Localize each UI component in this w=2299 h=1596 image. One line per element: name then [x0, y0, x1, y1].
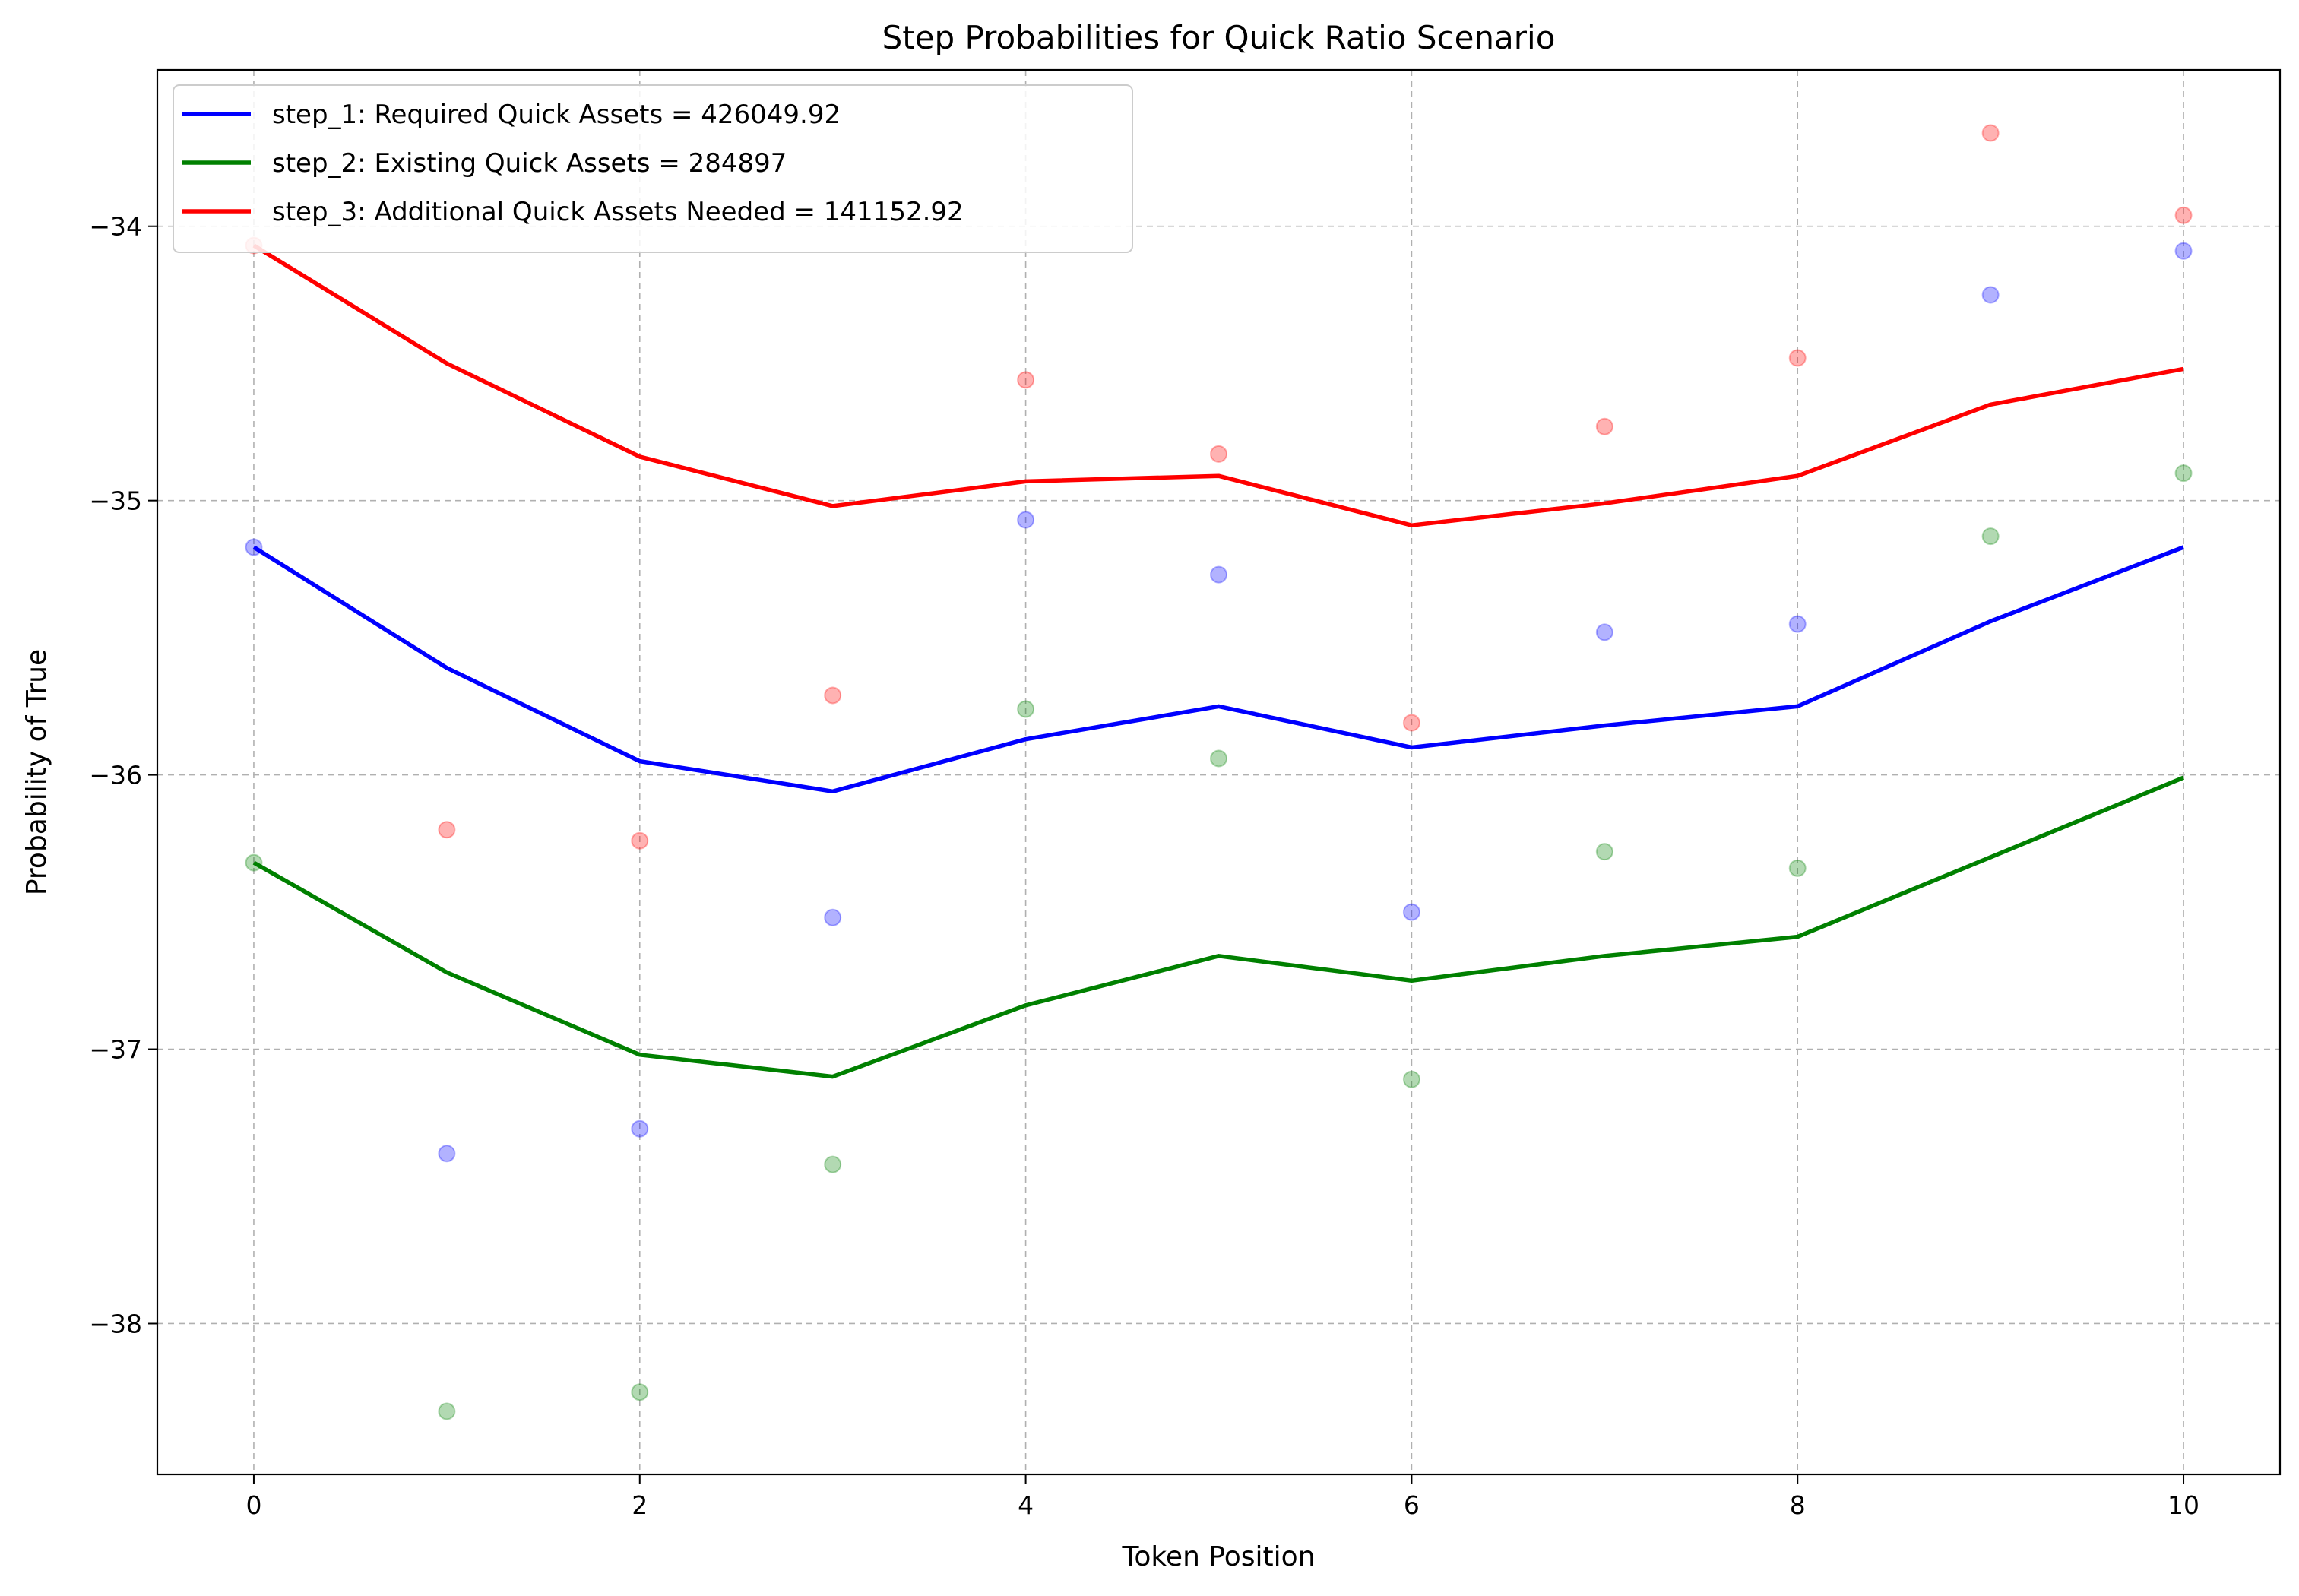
legend-label: step_1: Required Quick Assets = 426049.9… — [272, 100, 841, 130]
series-1-point — [1788, 615, 1807, 633]
axis-ticks: 0 2 4 6 8 10 −38 −37 −36 −35 −34 — [89, 212, 2199, 1520]
series-2-point — [1981, 527, 2000, 546]
series-2-line — [252, 775, 2185, 1079]
x-tick-label: 8 — [1790, 1490, 1806, 1520]
y-tick-label: −34 — [89, 212, 142, 242]
legend-label: step_2: Existing Quick Assets = 284897 — [272, 148, 787, 179]
y-tick-label: −35 — [89, 486, 142, 516]
y-axis-label: Probability of True — [21, 649, 52, 895]
series-2-point — [1017, 700, 1035, 718]
series-2-point — [1595, 843, 1613, 861]
series-3-point — [631, 831, 649, 850]
series-3-point — [1402, 714, 1420, 732]
series-3-line — [252, 243, 2184, 527]
data-series — [245, 124, 2193, 1420]
plot-frame — [156, 68, 2282, 1476]
series-2-point — [1788, 859, 1807, 877]
series-3-point — [1788, 349, 1807, 367]
series-1-point — [2174, 242, 2193, 260]
x-tick-label: 6 — [1404, 1490, 1420, 1520]
series-3-point — [1981, 124, 2000, 142]
series-3-point — [1210, 445, 1227, 463]
series-1-line — [252, 545, 2184, 794]
series-2-point — [245, 853, 263, 872]
x-tick-label: 0 — [245, 1490, 261, 1520]
chart-title: Step Probabilities for Quick Ratio Scena… — [882, 19, 1556, 56]
series-1-point — [824, 908, 842, 926]
series-3-point — [438, 821, 456, 839]
series-2-point — [438, 1402, 456, 1420]
y-tick-label: −37 — [89, 1035, 142, 1065]
series-1-point — [1402, 903, 1420, 921]
series-2-point — [2174, 464, 2193, 483]
x-axis-label: Token Position — [1121, 1541, 1315, 1572]
series-1-point — [1017, 511, 1035, 529]
series-3 — [245, 124, 2193, 850]
series-1-point — [1210, 565, 1227, 584]
y-tick-label: −36 — [89, 761, 142, 790]
series-2-point — [824, 1155, 842, 1173]
series-3-point — [2174, 206, 2193, 224]
legend-box — [173, 84, 1133, 253]
legend-label: step_3: Additional Quick Assets Needed =… — [272, 197, 964, 227]
series-3-point — [1017, 371, 1035, 389]
x-tick-label: 4 — [1018, 1490, 1034, 1520]
x-tick-label: 10 — [2168, 1490, 2199, 1520]
series-1-point — [438, 1145, 456, 1163]
series-2-point — [1402, 1070, 1420, 1088]
legend: step_1: Required Quick Assets = 426049.9… — [173, 84, 1133, 253]
x-tick-label: 2 — [632, 1490, 648, 1520]
series-1-point — [1595, 623, 1613, 641]
series-3-point — [1595, 417, 1613, 435]
series-2-point — [631, 1383, 649, 1401]
y-tick-label: −38 — [89, 1309, 142, 1338]
series-1-point — [631, 1119, 649, 1138]
series-3-point — [824, 686, 842, 705]
series-1-point — [1981, 286, 2000, 304]
series-2-point — [1210, 749, 1227, 768]
